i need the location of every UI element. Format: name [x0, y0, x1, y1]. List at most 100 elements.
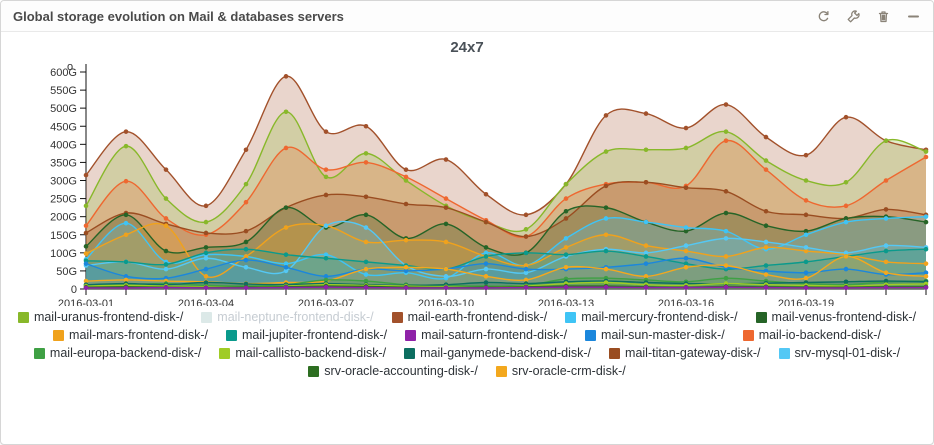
series-marker [243, 281, 249, 287]
series-marker [283, 252, 289, 257]
legend-label: mail-jupiter-frontend-disk-/ [241, 328, 388, 342]
series-marker [883, 248, 889, 254]
series-marker [843, 216, 849, 221]
legend-item[interactable]: mail-ganymede-backend-disk-/ [404, 346, 591, 360]
legend-item[interactable]: mail-mars-frontend-disk-/ [53, 328, 208, 342]
series-marker [243, 228, 249, 234]
x-tick-label: 2016-03-16 [658, 298, 714, 306]
series-marker [123, 274, 129, 279]
series-marker [243, 246, 249, 252]
series-marker [83, 244, 89, 249]
series-line [85, 257, 927, 280]
legend-item[interactable]: srv-mysql-01-disk-/ [778, 346, 900, 360]
series-marker [523, 263, 529, 268]
legend-item[interactable]: mail-callisto-backend-disk-/ [219, 346, 386, 360]
series-marker [883, 270, 889, 276]
legend-item[interactable]: mail-sun-master-disk-/ [585, 328, 725, 342]
series-marker [763, 263, 769, 268]
series-marker [123, 220, 129, 226]
series-marker [443, 274, 449, 279]
legend-item[interactable]: srv-oracle-crm-disk-/ [495, 364, 626, 378]
series-marker [243, 257, 249, 263]
series-marker [323, 167, 329, 172]
series-marker [283, 205, 289, 210]
legend-swatch [742, 329, 754, 341]
series-marker [203, 266, 209, 272]
series-marker [843, 266, 849, 272]
series-marker [283, 225, 289, 230]
refresh-button[interactable] [816, 9, 831, 24]
collapse-button[interactable] [906, 9, 921, 24]
legend-item[interactable]: mail-europa-backend-disk-/ [33, 346, 201, 360]
series-marker [523, 266, 529, 272]
legend-item[interactable]: mail-io-backend-disk-/ [742, 328, 881, 342]
legend-item[interactable]: mail-titan-gateway-disk-/ [609, 346, 761, 360]
legend-swatch [201, 311, 213, 323]
axis-top-marker: o [67, 61, 73, 73]
series-marker [843, 279, 849, 285]
refresh-icon [818, 10, 829, 22]
series-marker [763, 268, 769, 274]
y-tick-label: 450G [50, 121, 77, 133]
legend-item[interactable]: srv-oracle-accounting-disk-/ [308, 364, 478, 378]
series-marker [683, 255, 689, 261]
chart-title: 24x7 [450, 39, 484, 56]
series-marker [923, 149, 929, 154]
y-tick-label: 350G [50, 157, 77, 169]
series-marker [363, 225, 369, 230]
edit-button[interactable] [846, 9, 861, 24]
storage-area-chart: o 0 50G 100G 150G 200G 250G 300G 350G 400G 450G 500… [50, 61, 929, 306]
series-marker [803, 285, 809, 291]
series-marker [803, 270, 809, 276]
legend-item[interactable]: mail-mercury-frontend-disk-/ [565, 310, 738, 324]
series-marker [403, 174, 409, 180]
series-marker [643, 250, 649, 256]
series-marker [803, 178, 809, 183]
series-marker [523, 234, 529, 239]
series-marker [203, 255, 209, 261]
legend-swatch [17, 311, 29, 323]
series-line [85, 220, 927, 278]
series-marker [643, 274, 649, 279]
series-marker [723, 228, 729, 234]
y-tick-label: 150G [50, 230, 77, 242]
legend-row: mail-mars-frontend-disk-/ mail-jupiter-fr… [17, 328, 917, 342]
series-marker [443, 196, 449, 201]
series-marker [163, 248, 169, 254]
series-marker [363, 259, 369, 265]
legend-item[interactable]: mail-neptune-frontend-disk-/ [201, 310, 374, 324]
series-marker [643, 261, 649, 266]
series-marker [763, 167, 769, 172]
series-marker [483, 261, 489, 266]
legend-label: mail-uranus-frontend-disk-/ [33, 310, 184, 324]
x-tick-label: 2016-03-19 [778, 298, 834, 306]
series-marker [523, 270, 529, 276]
y-tick-label: 200G [50, 212, 77, 224]
legend-item[interactable]: mail-earth-frontend-disk-/ [391, 310, 547, 324]
legend-row: mail-europa-backend-disk-/ mail-callisto-… [17, 346, 917, 360]
legend-item[interactable]: mail-uranus-frontend-disk-/ [17, 310, 184, 324]
series-marker [123, 277, 129, 283]
delete-button[interactable] [876, 9, 891, 24]
series-marker [363, 266, 369, 272]
series-marker [683, 225, 689, 230]
series-marker [363, 194, 369, 200]
series-marker [283, 285, 289, 290]
series-line [85, 248, 927, 271]
series-marker [363, 278, 369, 284]
series-marker [603, 248, 609, 254]
y-tick-label: 100G [50, 248, 77, 260]
series-area [86, 256, 926, 289]
series-marker [83, 172, 89, 178]
legend-item[interactable]: mail-saturn-frontend-disk-/ [405, 328, 567, 342]
x-tick-label: 2016-03-07 [298, 298, 354, 306]
legend-item[interactable]: mail-jupiter-frontend-disk-/ [225, 328, 388, 342]
series-marker [483, 191, 489, 197]
series-marker [243, 147, 249, 153]
series-marker [83, 203, 89, 209]
legend-swatch [404, 347, 416, 359]
series-marker [403, 167, 409, 172]
series-marker [83, 251, 89, 256]
series-marker [643, 254, 649, 259]
legend-item[interactable]: mail-venus-frontend-disk-/ [755, 310, 916, 324]
